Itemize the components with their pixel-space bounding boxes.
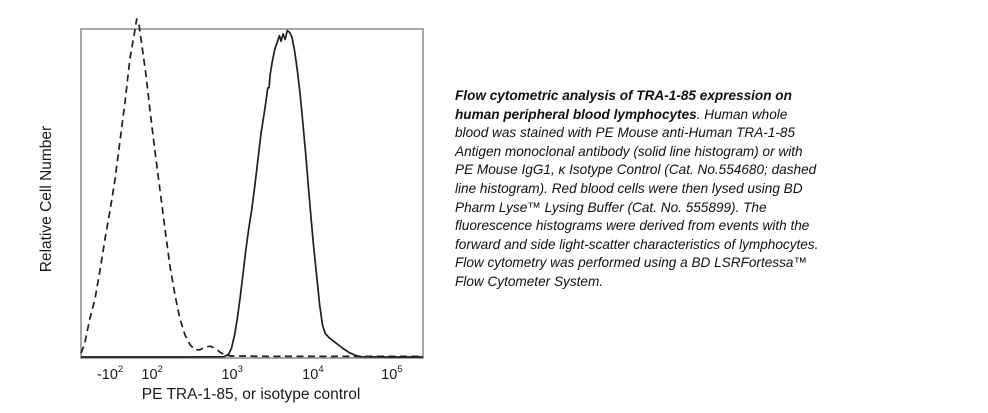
- histogram-curve-isotype-control: [80, 18, 423, 358]
- plot-frame: [80, 28, 424, 359]
- histogram-curve-tra-1-85: [81, 29, 423, 358]
- flow-histogram-svg: -102 102 103 104 105: [80, 18, 424, 383]
- x-tick-label-3: 104: [302, 364, 323, 383]
- x-tick-label-4: 105: [381, 364, 402, 383]
- x-tick-label-1: 102: [141, 364, 162, 383]
- caption-body: . Human whole blood was stained with PE …: [455, 106, 819, 290]
- flow-histogram-figure: -102 102 103 104 105 Relative Cell Number PE…: [0, 0, 462, 413]
- x-tick-label-2: 103: [221, 364, 242, 383]
- y-axis-label: Relative Cell Number: [38, 125, 55, 273]
- x-axis-label: PE TRA-1-85, or isotype control: [141, 386, 361, 403]
- x-tick-label-0: -102: [97, 364, 123, 383]
- figure-caption: Flow cytometric analysis of TRA-1-85 exp…: [455, 87, 821, 292]
- caption-title: Flow cytometric analysis of TRA-1-85 exp…: [455, 88, 792, 122]
